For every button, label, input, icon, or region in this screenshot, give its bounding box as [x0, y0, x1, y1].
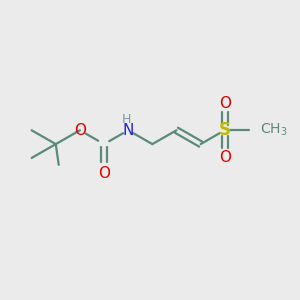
Text: O: O [219, 95, 231, 110]
Text: CH$_3$: CH$_3$ [260, 122, 288, 139]
Text: N: N [122, 123, 134, 138]
Text: O: O [74, 123, 86, 138]
Text: O: O [98, 166, 110, 181]
Text: H: H [122, 112, 131, 126]
Text: S: S [219, 121, 231, 139]
Text: O: O [219, 150, 231, 165]
